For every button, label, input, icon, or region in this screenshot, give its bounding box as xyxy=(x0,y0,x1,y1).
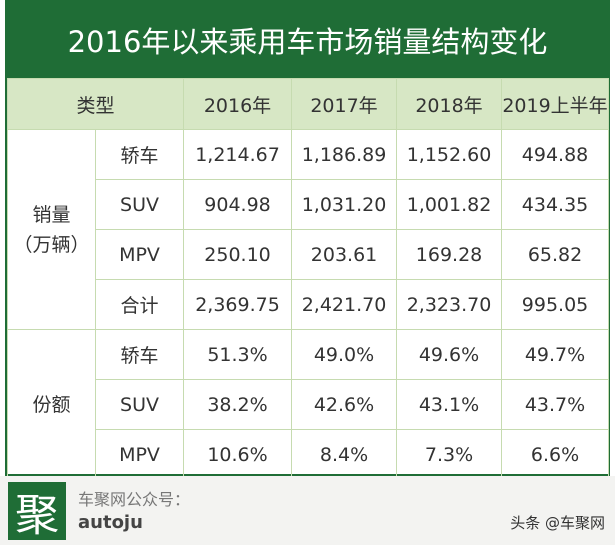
row-label: SUV xyxy=(94,179,185,230)
table-row: MPV 250.10 203.61 169.28 65.82 xyxy=(8,229,610,280)
group-unit: （万辆） xyxy=(13,233,90,256)
row-label: MPV xyxy=(94,429,185,480)
row-label: 轿车 xyxy=(94,129,185,180)
data-cell: 7.3% xyxy=(396,429,503,480)
header-row: 类型 2016年 2017年 2018年 2019上半年 xyxy=(6,78,610,130)
data-cell: 51.3% xyxy=(183,329,293,380)
data-table: 类型 2016年 2017年 2018年 2019上半年 销量 （万辆） 轿车 1,214.… xyxy=(6,78,610,480)
data-cell: 8.4% xyxy=(291,429,398,480)
table-row: 份额 轿车 51.3% 49.0% 49.6% 49.7% xyxy=(7,329,610,480)
table-row: 销量 （万辆） 轿车 1,214.67 1,186.89 1,152.60 494.88 xyxy=(7,129,610,330)
data-cell: 904.98 xyxy=(183,179,293,230)
data-cell: 169.28 xyxy=(396,229,503,280)
data-cell: 2,421.70 xyxy=(291,279,398,330)
data-cell: 1,186.89 xyxy=(291,129,398,180)
data-cell: 49.7% xyxy=(501,329,610,380)
title: 2016年以来乘用车市场销量结构变化 xyxy=(7,2,608,78)
data-cell: 1,152.60 xyxy=(396,129,503,180)
data-cell: 203.61 xyxy=(291,229,398,280)
data-cell: 10.6% xyxy=(183,429,293,480)
group-cell: 销量 （万辆） xyxy=(7,129,96,330)
logo: 聚 xyxy=(8,482,66,541)
header-cell: 2017年 xyxy=(291,78,398,130)
group-label: 销量 xyxy=(32,203,71,226)
data-cell: 250.10 xyxy=(183,229,293,280)
header-cell: 2019上半年 xyxy=(501,78,610,130)
data-cell: 38.2% xyxy=(183,379,293,430)
data-cell: 995.05 xyxy=(501,279,610,330)
data-cell: 42.6% xyxy=(291,379,398,430)
footer: 聚 车聚网公众号： autoju 头条 @车聚网 xyxy=(0,476,615,545)
row-label: MPV xyxy=(94,229,185,280)
data-cell: 2,369.75 xyxy=(183,279,293,330)
data-cell: 1,214.67 xyxy=(183,129,293,180)
data-cell: 65.82 xyxy=(501,229,610,280)
table-card: 2016年以来乘用车市场销量结构变化 类型 2016年 2017年 2018年 201… xyxy=(5,0,610,480)
group-cell: 份额 xyxy=(7,329,96,480)
row-label: 合计 xyxy=(94,279,185,330)
data-cell: 6.6% xyxy=(501,429,610,480)
data-cell: 1,001.82 xyxy=(396,179,503,230)
data-cell: 434.35 xyxy=(501,179,610,230)
data-cell: 43.7% xyxy=(501,379,610,430)
watermark: 头条 @车聚网 xyxy=(510,514,605,532)
table-row: 合计 2,369.75 2,421.70 2,323.70 995.05 xyxy=(8,279,610,330)
data-cell: 2,323.70 xyxy=(396,279,503,330)
data-cell: 1,031.20 xyxy=(291,179,398,230)
data-cell: 49.6% xyxy=(396,329,503,380)
header-cell: 2018年 xyxy=(396,78,503,130)
data-cell: 494.88 xyxy=(501,129,610,180)
table-row: MPV 10.6% 8.4% 7.3% 6.6% xyxy=(8,429,610,480)
data-cell: 43.1% xyxy=(396,379,503,430)
header-cell: 类型 xyxy=(6,78,185,130)
header-cell: 2016年 xyxy=(183,78,293,130)
account-label: 车聚网公众号： xyxy=(78,490,191,509)
row-label: 轿车 xyxy=(94,329,185,380)
account-id: autoju xyxy=(78,512,143,533)
table-row: SUV 38.2% 42.6% 43.1% 43.7% xyxy=(8,379,610,430)
row-label: SUV xyxy=(94,379,185,430)
group-label: 份额 xyxy=(32,393,71,416)
data-cell: 49.0% xyxy=(291,329,398,380)
table-row: SUV 904.98 1,031.20 1,001.82 434.35 xyxy=(8,179,610,230)
table-body: 销量 （万辆） 轿车 1,214.67 1,186.89 1,152.60 494.88 SU… xyxy=(7,129,610,480)
